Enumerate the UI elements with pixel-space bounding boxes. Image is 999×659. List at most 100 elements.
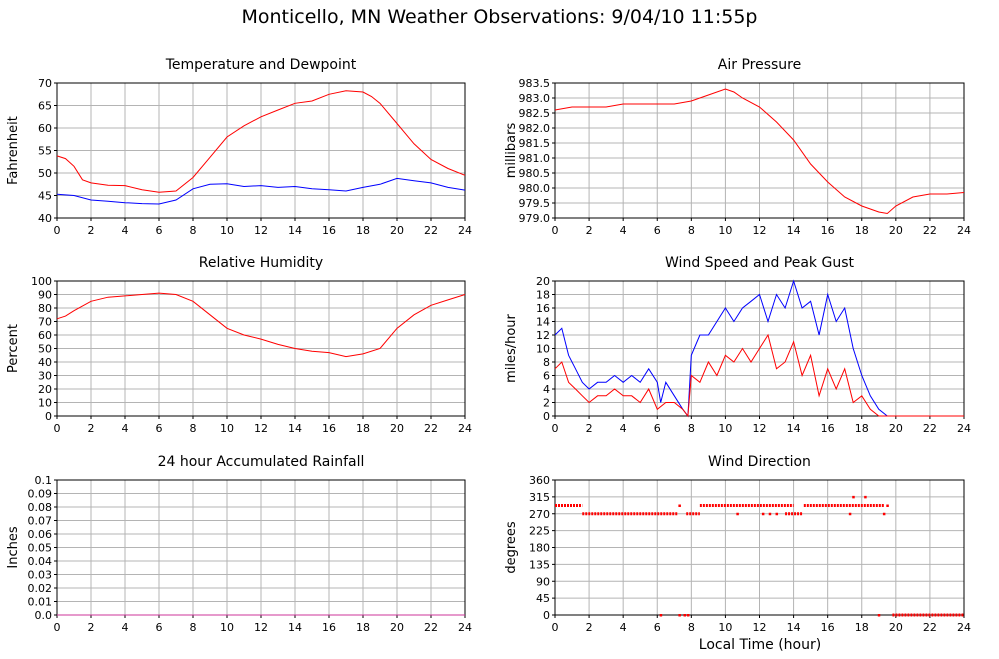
temp-ytick-label: 50 [38, 167, 52, 180]
humidity-ytick-label: 30 [38, 370, 52, 383]
temp-y-axis-label: Fahrenheit [6, 116, 21, 185]
temp-plot-frame [56, 82, 466, 219]
wind-ytick-label: 4 [543, 383, 550, 396]
rain-ytick-label: 0.0 [35, 609, 53, 622]
pressure-series-line-0 [554, 88, 965, 215]
wind-ytick-label: 6 [543, 370, 550, 383]
wind-chart-title: Wind Speed and Peak Gust [665, 255, 854, 271]
pressure-xtick-label: 14 [787, 224, 801, 237]
direction-direction-point [852, 495, 855, 499]
rain-xtick-label: 8 [190, 621, 197, 634]
wind-xtick-label: 16 [821, 422, 835, 435]
rain-xtick-label: 24 [458, 621, 472, 634]
temp-xtick-label: 8 [190, 224, 197, 237]
rain-ytick-label: 0.02 [28, 582, 53, 595]
direction-direction-point [877, 614, 881, 617]
humidity-ytick-label: 60 [38, 329, 52, 342]
direction-ytick-label: 360 [529, 474, 550, 487]
direction-ytick-label: 45 [536, 592, 550, 605]
direction-ytick-label: 0 [543, 609, 550, 622]
wind-xtick-label: 4 [620, 422, 627, 435]
humidity-plot-frame [56, 280, 466, 417]
pressure-xtick-label: 12 [753, 224, 767, 237]
temp-chart-title: Temperature and Dewpoint [165, 57, 357, 73]
pressure-xtick-label: 6 [654, 224, 661, 237]
rain-ytick-label: 0.05 [28, 542, 53, 555]
humidity-series-line-0 [56, 292, 466, 358]
direction-y-axis-label: degrees [504, 521, 519, 574]
pressure-xtick-label: 24 [957, 224, 971, 237]
wind-ytick-label: 16 [536, 302, 550, 315]
rain-ytick-label: 0.1 [35, 474, 53, 487]
humidity-xtick-label: 12 [254, 422, 268, 435]
page-title: Monticello, MN Weather Observations: 9/0… [241, 6, 758, 28]
pressure-y-axis-label: millibars [504, 123, 519, 179]
humidity-ytick-label: 50 [38, 343, 52, 356]
wind-ytick-label: 8 [543, 356, 550, 369]
direction-xtick-label: 14 [787, 621, 801, 634]
direction-ytick-label: 135 [529, 558, 550, 571]
temp-ytick-label: 55 [38, 145, 52, 158]
direction-direction-point [678, 614, 681, 617]
wind-xtick-label: 22 [923, 422, 937, 435]
temp-ytick-label: 65 [38, 100, 52, 113]
rain-xtick-label: 22 [424, 621, 438, 634]
temp-ytick-label: 60 [38, 122, 52, 135]
pressure-xtick-label: 22 [923, 224, 937, 237]
direction-xtick-label: 20 [889, 621, 903, 634]
pressure-xtick-label: 8 [688, 224, 695, 237]
humidity-xtick-label: 10 [220, 422, 234, 435]
humidity-ytick-label: 80 [38, 302, 52, 315]
humidity-xtick-label: 0 [54, 422, 61, 435]
pressure-ytick-label: 981.5 [519, 137, 551, 150]
humidity-ytick-label: 10 [38, 397, 52, 410]
rain-ytick-label: 0.01 [28, 596, 53, 609]
direction-xtick-label: 0 [552, 621, 559, 634]
humidity-xtick-label: 18 [356, 422, 370, 435]
temp-xtick-label: 20 [390, 224, 404, 237]
pressure-ytick-label: 982.5 [519, 107, 551, 120]
rain-xtick-label: 4 [122, 621, 129, 634]
pressure-ytick-label: 982.0 [519, 122, 551, 135]
direction-direction-point [678, 504, 681, 507]
pressure-xtick-label: 2 [586, 224, 593, 237]
wind-plot-frame [554, 280, 965, 417]
humidity-chart-title: Relative Humidity [199, 255, 323, 271]
wind-xtick-label: 12 [753, 422, 767, 435]
direction-direction-point [886, 504, 889, 507]
direction-direction-point [736, 512, 739, 516]
direction-direction-point [864, 495, 867, 499]
humidity-xtick-label: 4 [122, 422, 129, 435]
humidity-xtick-label: 16 [322, 422, 336, 435]
humidity-xtick-label: 14 [288, 422, 302, 435]
direction-xtick-label: 4 [620, 621, 627, 634]
wind-xtick-label: 14 [787, 422, 801, 435]
temp-xtick-label: 6 [156, 224, 163, 237]
direction-xtick-label: 24 [957, 621, 971, 634]
direction-xtick-label: 18 [855, 621, 869, 634]
direction-direction-point [848, 512, 852, 516]
pressure-chart-title: Air Pressure [718, 57, 801, 73]
pressure-xtick-label: 4 [620, 224, 627, 237]
direction-xtick-label: 12 [753, 621, 767, 634]
humidity-ytick-label: 0 [45, 410, 52, 423]
rain-xtick-label: 6 [156, 621, 163, 634]
temp-ytick-label: 40 [38, 212, 52, 225]
wind-ytick-label: 2 [543, 397, 550, 410]
direction-ytick-label: 225 [529, 525, 550, 538]
wind-ytick-label: 12 [536, 329, 550, 342]
direction-ytick-label: 90 [536, 575, 550, 588]
pressure-ytick-label: 983.0 [519, 92, 551, 105]
rain-xtick-label: 14 [288, 621, 302, 634]
direction-plot-frame [554, 479, 965, 616]
wind-series-line-0 [554, 279, 964, 418]
wind-xtick-label: 24 [957, 422, 971, 435]
humidity-ytick-label: 70 [38, 316, 52, 329]
direction-xtick-label: 6 [654, 621, 661, 634]
rain-ytick-label: 0.07 [28, 515, 53, 528]
direction-ytick-label: 270 [529, 508, 550, 521]
direction-xtick-label: 2 [586, 621, 593, 634]
humidity-xtick-label: 22 [424, 422, 438, 435]
direction-direction-point [761, 512, 765, 516]
wind-xtick-label: 2 [586, 422, 593, 435]
